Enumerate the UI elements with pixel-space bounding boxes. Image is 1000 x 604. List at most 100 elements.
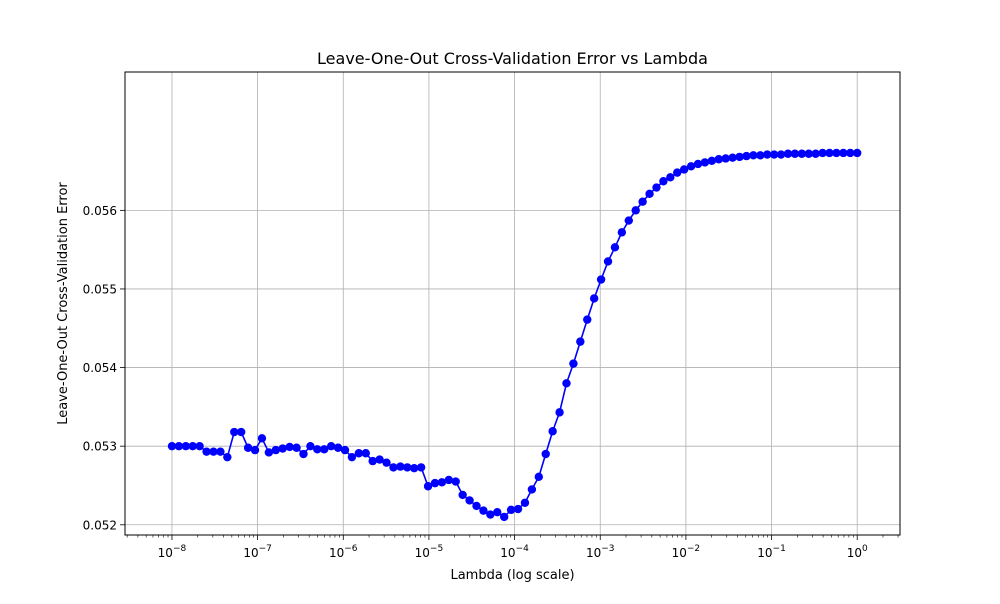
data-point (700, 158, 710, 167)
plot-frame (124, 71, 901, 536)
data-point (299, 449, 308, 459)
data-point (721, 154, 730, 163)
y-tick-label: 0.055 (83, 282, 117, 296)
data-point (361, 449, 370, 458)
series-marker-layer (167, 148, 862, 522)
data-point (209, 447, 218, 456)
data-point (596, 275, 606, 284)
x-tick-label: 10−3 (586, 544, 615, 560)
data-point (396, 462, 405, 471)
data-point (458, 490, 467, 500)
data-point (250, 445, 260, 455)
y-tick-label: 0.056 (83, 204, 117, 218)
data-point (216, 447, 225, 456)
data-point (278, 444, 287, 453)
data-point (679, 165, 689, 174)
data-point (195, 441, 204, 451)
data-point (853, 148, 862, 158)
data-point (846, 148, 855, 158)
data-point (707, 156, 717, 166)
x-tick-label: 10−7 (243, 544, 272, 560)
data-point (645, 189, 654, 199)
data-point (506, 505, 516, 515)
data-point (534, 472, 543, 482)
data-point (576, 337, 585, 346)
x-tick-label: 10−6 (329, 544, 358, 560)
data-point (749, 151, 758, 160)
data-point (659, 177, 668, 186)
data-point (728, 153, 737, 162)
data-point (479, 506, 488, 515)
y-tick-label: 0.054 (83, 361, 117, 375)
data-point (451, 477, 460, 486)
data-point (686, 162, 696, 171)
data-point (347, 452, 357, 462)
data-point (693, 159, 703, 169)
data-point (313, 445, 322, 454)
data-point (617, 228, 627, 237)
data-point (735, 152, 744, 162)
data-point (223, 452, 232, 462)
data-point (243, 443, 253, 452)
data-point (333, 443, 343, 452)
data-point (673, 168, 682, 177)
data-point (583, 315, 592, 324)
data-point (811, 149, 820, 158)
data-point (486, 510, 495, 519)
data-point (382, 458, 391, 467)
data-point (555, 408, 564, 417)
x-tick-label: 10−1 (757, 544, 786, 560)
tick-layer: 10−8 10−7 10−6 10−5 10−4 10−3 10−2 10−1 100 0.052… (83, 204, 899, 560)
data-point (437, 478, 447, 487)
y-tick-label: 0.053 (83, 440, 117, 454)
y-tick-label: 0.052 (83, 518, 117, 532)
data-point (631, 206, 640, 215)
data-point (285, 442, 294, 452)
data-point (776, 150, 786, 159)
y-axis-label: Leave-One-Out Cross-Validation Error (56, 182, 71, 425)
data-point (257, 434, 267, 443)
data-point (230, 427, 239, 437)
data-point (839, 148, 848, 158)
data-point (804, 149, 813, 158)
data-point (472, 501, 481, 511)
data-point (181, 441, 190, 451)
data-point (174, 441, 184, 451)
chart-title: Leave-One-Out Cross-Validation Error vs … (317, 49, 708, 68)
data-point (603, 257, 613, 266)
data-point (264, 448, 274, 457)
data-point (340, 445, 350, 455)
data-point (797, 149, 807, 158)
data-point (818, 148, 827, 158)
data-point (202, 447, 211, 456)
data-point (548, 427, 557, 436)
grid-layer (125, 72, 900, 535)
x-tick-label: 10−5 (415, 544, 444, 560)
data-point (271, 445, 280, 455)
data-point (513, 504, 523, 514)
data-point (569, 359, 578, 368)
data-point (403, 463, 412, 472)
data-point (320, 445, 329, 454)
data-point (527, 485, 537, 494)
data-point (790, 149, 800, 158)
data-point (589, 294, 599, 303)
data-point (188, 441, 197, 451)
data-point (666, 173, 675, 182)
data-point (389, 463, 398, 472)
data-point (306, 441, 315, 451)
data-point (444, 475, 454, 485)
x-tick-label: 10−8 (158, 544, 187, 560)
data-point (783, 149, 793, 158)
data-point (541, 449, 550, 459)
data-point (493, 508, 502, 517)
data-point (423, 482, 433, 491)
data-point (520, 498, 530, 507)
data-point (465, 496, 474, 505)
data-point (326, 441, 336, 451)
data-point (610, 243, 620, 252)
data-point (756, 151, 765, 160)
data-point (236, 427, 246, 437)
